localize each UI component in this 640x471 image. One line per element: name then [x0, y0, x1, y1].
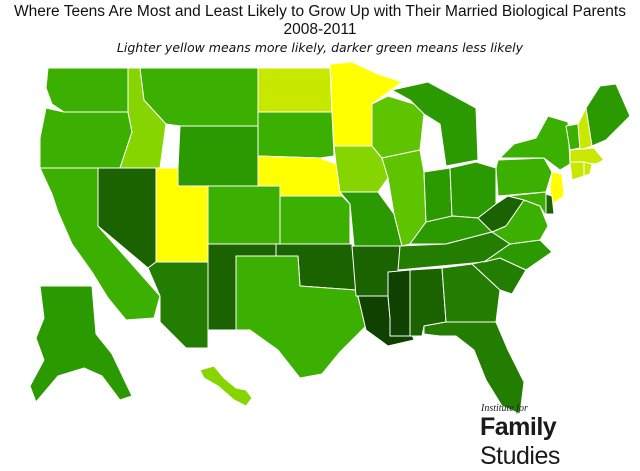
state-sd [257, 111, 335, 159]
state-pa [495, 157, 553, 197]
state-ms [387, 269, 411, 337]
map-title-line-2: 2008-2011 [283, 21, 357, 38]
state-ny [499, 115, 571, 171]
state-ks [279, 195, 351, 247]
state-or [39, 107, 133, 169]
state-hi [199, 365, 253, 407]
us-states-map [29, 61, 631, 415]
state-ri [583, 161, 593, 177]
state-mi [391, 81, 479, 167]
state-nd [257, 67, 333, 113]
state-ak [29, 285, 133, 403]
state-ga [441, 263, 501, 323]
logo-tagline: Institute for [481, 403, 528, 414]
logo-word-family: Family [480, 413, 557, 441]
state-wy [177, 125, 259, 187]
institute-logo: Family Studies [480, 413, 640, 471]
state-nj [549, 171, 565, 205]
state-ma [569, 147, 605, 165]
state-fl [423, 321, 525, 415]
state-az [147, 261, 209, 349]
state-wi [371, 95, 425, 159]
state-wa [45, 67, 129, 113]
map-title: Where Teens Are Most and Least Likely to… [0, 3, 640, 39]
state-co [207, 185, 281, 245]
map-title-line-1: Where Teens Are Most and Least Likely to… [14, 3, 626, 20]
state-in [423, 167, 453, 223]
map-subtitle: Lighter yellow means more likely, darker… [116, 40, 524, 55]
logo-word-studies: Studies [480, 442, 560, 470]
state-me [585, 83, 631, 147]
state-md [507, 191, 547, 217]
state-ct [569, 161, 585, 181]
state-tx [235, 255, 367, 379]
